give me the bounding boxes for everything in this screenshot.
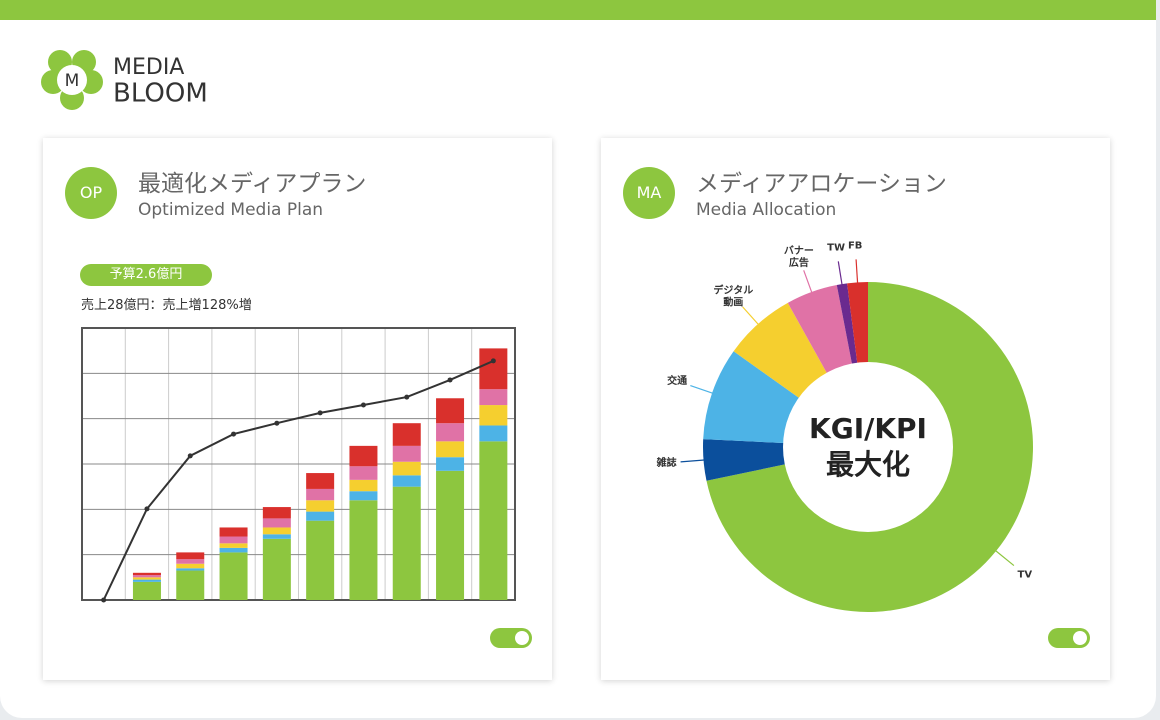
plan-chart [81, 327, 516, 603]
center-text: 最大化 [826, 448, 910, 481]
leader-line [742, 306, 762, 328]
badge: OP [65, 167, 117, 219]
bar-segment [436, 470, 465, 600]
bar-segment [436, 398, 465, 424]
badge: MA [623, 167, 675, 219]
slice-label: FB [848, 240, 862, 251]
bar-segment [219, 552, 248, 600]
bar-segment [349, 445, 378, 467]
bar-segment [262, 538, 291, 600]
point [144, 506, 150, 512]
point [187, 453, 193, 459]
slice-label: 交通 [667, 374, 687, 387]
bar-segment [219, 536, 248, 544]
bar-segment [436, 423, 465, 442]
bar-segment [306, 488, 335, 501]
plot-frame [81, 327, 516, 601]
bar-segment [262, 507, 291, 519]
bar-segment [479, 348, 508, 390]
bar-segment [132, 577, 161, 580]
bar-segment [132, 572, 161, 576]
bar-segment [262, 527, 291, 535]
point [490, 358, 496, 364]
bar-segment [306, 500, 335, 512]
bar-segment [132, 575, 161, 578]
bar-segment [392, 475, 421, 487]
bar-segment [392, 445, 421, 462]
point [274, 420, 280, 426]
bar-segment [176, 559, 205, 564]
brand-bottom: BLOOM [113, 79, 208, 109]
point [317, 410, 323, 416]
bar-segment [436, 441, 465, 458]
bar-segment [392, 486, 421, 600]
card-title: メディアアロケーション [696, 171, 947, 197]
bar-segment [132, 579, 161, 582]
top-bar [0, 0, 1156, 20]
allocation-card: MA メディアアロケーション Media Allocation TV 雑誌 交通 デジ… [601, 138, 1110, 680]
leader-line [680, 459, 708, 463]
summary: 売上28億円：売上増128%増 [81, 298, 252, 313]
bar-segment [219, 547, 248, 553]
leader-line [803, 270, 814, 296]
point [101, 597, 107, 603]
leader-line [837, 261, 844, 289]
point [231, 431, 237, 437]
bar-segment [176, 563, 205, 569]
bar-segment [306, 511, 335, 521]
bar-segment [262, 518, 291, 528]
toggle[interactable] [1048, 628, 1090, 648]
bar-segment [219, 527, 248, 537]
bar-segment [219, 543, 248, 548]
bar-segment [392, 461, 421, 476]
point [360, 402, 366, 408]
point [404, 394, 410, 400]
brand-top: MEDIA [113, 55, 184, 80]
bar-segment [306, 473, 335, 489]
leader-line [690, 384, 717, 395]
bar-segment [479, 425, 508, 442]
slice-label: 雑誌 [656, 456, 677, 469]
slice-label: バナー広告 [784, 245, 814, 269]
bar-segment [132, 581, 161, 600]
budget-tag: 予算2.6億円 [80, 264, 212, 286]
leader-line [855, 259, 859, 287]
bar-segment [176, 552, 205, 560]
bar-segment [349, 491, 378, 501]
bar-segment [479, 441, 508, 600]
logo-letter: M [65, 71, 80, 91]
bar-segment [176, 568, 205, 571]
card-title: 最適化メディアプラン [138, 171, 367, 197]
point [447, 377, 453, 383]
leader-line [992, 548, 1015, 567]
toggle[interactable] [490, 628, 532, 648]
slice-label: TW [827, 243, 845, 254]
slice-label: TV [1018, 569, 1033, 580]
logo-mark [41, 50, 103, 110]
line [102, 359, 494, 601]
bar-segment [392, 423, 421, 446]
donut-hole [783, 362, 953, 532]
bar-segment [479, 389, 508, 406]
card-subtitle: Media Allocation [696, 200, 837, 220]
bar-segment [176, 570, 205, 600]
bar-segment [349, 479, 378, 492]
plan-card: OP 最適化メディアプラン Optimized Media Plan 予算2.6… [43, 138, 552, 680]
bar-segment [349, 500, 378, 600]
center-text: KGI/KPI [809, 412, 927, 445]
slice-label: デジタル動画 [713, 283, 753, 308]
bar-segment [349, 466, 378, 480]
card-subtitle: Optimized Media Plan [138, 200, 324, 220]
bar-segment [262, 534, 291, 539]
bar-segment [479, 405, 508, 426]
bar-segment [306, 520, 335, 600]
bar-segment [436, 457, 465, 471]
logo: M MEDIA BLOOM [41, 50, 208, 110]
